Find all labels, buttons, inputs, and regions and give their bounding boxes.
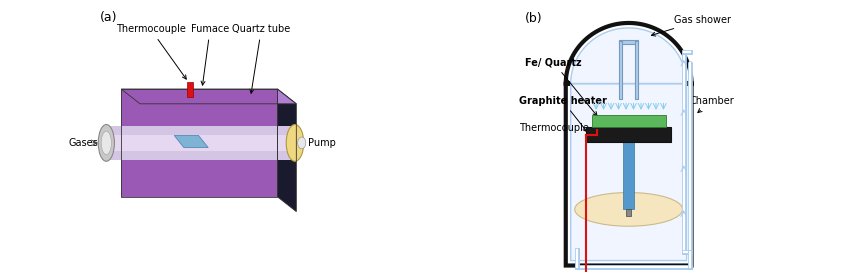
Bar bbox=[586, 127, 672, 142]
Text: Thermocouple: Thermocouple bbox=[518, 123, 592, 137]
Text: Fe/ Quartz: Fe/ Quartz bbox=[525, 58, 597, 116]
Bar bbox=[619, 40, 638, 44]
Text: Gases: Gases bbox=[69, 138, 99, 148]
Text: Quartz tube: Quartz tube bbox=[232, 24, 291, 93]
Text: Thermocouple: Thermocouple bbox=[116, 24, 186, 79]
Text: Pump: Pump bbox=[309, 138, 337, 148]
Text: Fumace: Fumace bbox=[191, 24, 230, 85]
Bar bbox=[635, 41, 638, 99]
Bar bbox=[592, 115, 666, 127]
Text: Chamber: Chamber bbox=[689, 96, 734, 112]
Text: (a): (a) bbox=[99, 11, 117, 24]
Polygon shape bbox=[566, 23, 692, 266]
Text: Gas shower: Gas shower bbox=[651, 15, 730, 36]
Ellipse shape bbox=[575, 192, 683, 226]
Polygon shape bbox=[102, 126, 299, 160]
Polygon shape bbox=[570, 28, 687, 261]
Text: Graphite heater: Graphite heater bbox=[518, 96, 607, 132]
Polygon shape bbox=[174, 136, 208, 148]
Bar bbox=[626, 209, 632, 216]
Ellipse shape bbox=[286, 125, 303, 161]
Bar bbox=[187, 82, 193, 97]
Ellipse shape bbox=[99, 125, 115, 161]
Polygon shape bbox=[277, 89, 297, 212]
Ellipse shape bbox=[101, 131, 111, 155]
Bar bbox=[619, 41, 622, 99]
Polygon shape bbox=[102, 134, 299, 151]
Polygon shape bbox=[122, 89, 277, 197]
Ellipse shape bbox=[298, 137, 306, 149]
Text: (b): (b) bbox=[525, 12, 543, 25]
Polygon shape bbox=[122, 89, 297, 104]
Bar bbox=[623, 142, 634, 209]
